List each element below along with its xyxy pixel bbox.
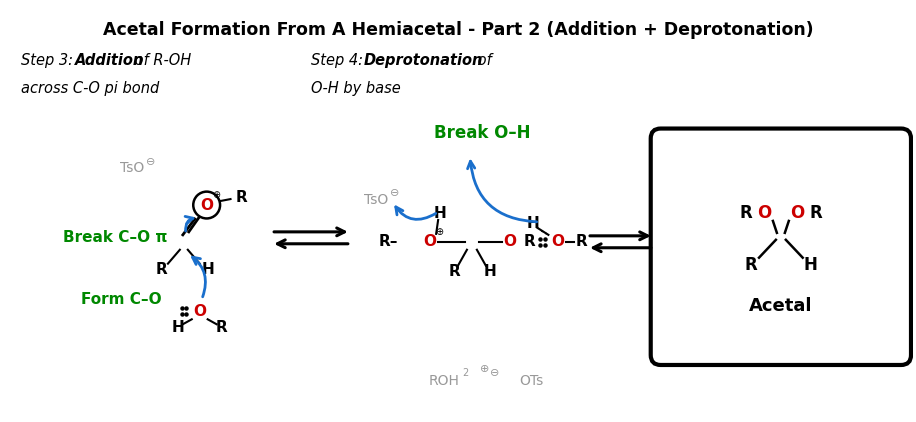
Text: O: O: [757, 204, 771, 222]
Text: R: R: [809, 204, 822, 222]
FancyArrowPatch shape: [192, 257, 205, 297]
Text: R–: R–: [379, 234, 398, 249]
Text: Break O–H: Break O–H: [433, 124, 530, 141]
Text: H: H: [171, 320, 184, 335]
Text: TsO: TsO: [365, 193, 388, 207]
Text: Acetal: Acetal: [749, 298, 812, 315]
Text: Step 3:: Step 3:: [21, 53, 78, 68]
Text: of: of: [473, 53, 492, 68]
Text: R: R: [524, 234, 535, 249]
Text: ROH: ROH: [429, 374, 460, 388]
Text: ⊖: ⊖: [490, 368, 499, 378]
Text: OTs: OTs: [519, 374, 544, 388]
Text: ⊕: ⊕: [435, 227, 443, 237]
Text: Step 4:: Step 4:: [311, 53, 367, 68]
Text: H: H: [803, 256, 818, 273]
Text: O-H by base: O-H by base: [311, 81, 400, 96]
Text: R: R: [448, 264, 460, 279]
Text: H: H: [527, 216, 540, 231]
Text: Break C–O π: Break C–O π: [62, 230, 167, 245]
FancyArrowPatch shape: [467, 161, 537, 222]
Text: O: O: [424, 234, 437, 249]
Circle shape: [193, 192, 220, 219]
Text: H: H: [434, 206, 446, 222]
Text: H: H: [484, 264, 496, 279]
Text: R: R: [215, 320, 227, 335]
Text: O: O: [201, 197, 213, 213]
FancyBboxPatch shape: [650, 129, 911, 365]
Text: ⊕: ⊕: [480, 364, 489, 374]
Text: Addition: Addition: [74, 53, 144, 68]
Text: R: R: [575, 234, 587, 249]
Text: R: R: [740, 204, 752, 222]
Text: R: R: [235, 189, 247, 205]
Text: ⊖: ⊖: [146, 157, 156, 167]
Text: Form C–O: Form C–O: [81, 292, 161, 307]
Text: R: R: [156, 262, 168, 277]
Text: TsO: TsO: [120, 161, 144, 175]
Text: O: O: [193, 304, 206, 319]
Text: Acetal Formation From A Hemiacetal - Part 2 (Addition + Deprotonation): Acetal Formation From A Hemiacetal - Par…: [103, 21, 813, 39]
Text: ⊖: ⊖: [390, 188, 399, 198]
Text: Deprotonation: Deprotonation: [364, 53, 483, 68]
Text: 2: 2: [462, 368, 468, 378]
Text: R: R: [745, 256, 758, 273]
Text: of R-OH: of R-OH: [130, 53, 191, 68]
Text: O: O: [791, 204, 805, 222]
FancyArrowPatch shape: [396, 207, 436, 219]
Text: H: H: [202, 262, 214, 277]
Text: across C-O pi bond: across C-O pi bond: [21, 81, 159, 96]
Text: O: O: [503, 234, 516, 249]
Text: O: O: [551, 234, 564, 249]
FancyArrowPatch shape: [185, 216, 193, 231]
Text: ⊕: ⊕: [213, 190, 221, 200]
